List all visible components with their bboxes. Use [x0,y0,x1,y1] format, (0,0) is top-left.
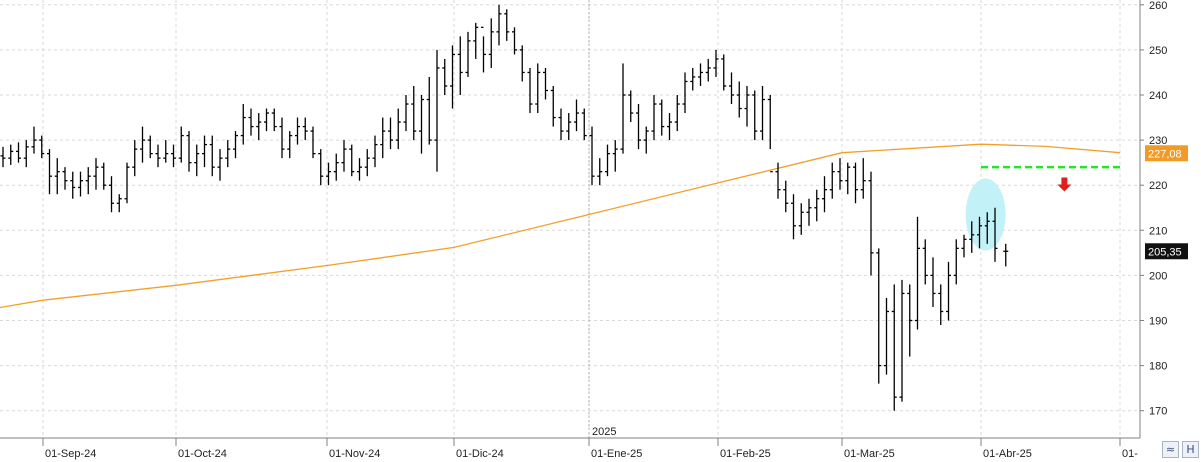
y-tick-label-220: 220 [1149,180,1167,192]
x-tick-label-4: 01-Ene-25 [591,448,642,460]
x-tick-label-5: 01-Feb-25 [720,448,771,460]
x-tick-label-1: 01-Oct-24 [178,448,227,460]
x-tick-label-8: 01- [1122,448,1138,460]
price-label-0: 227,08 [1148,148,1182,160]
y-tick-label-240: 240 [1149,90,1167,102]
y-tick-label-260: 260 [1149,0,1167,12]
y-tick-label-170: 170 [1149,406,1167,418]
x-tick-label-0: 01-Sep-24 [45,448,96,460]
y-tick-label-200: 200 [1149,270,1167,282]
x-tick-label-3: 01-Dic-24 [456,448,504,460]
annotations [981,165,1120,192]
price-label-bg-0 [1145,145,1188,162]
scale-toggle-button[interactable]: ≈ [1162,441,1179,458]
y-tick-label-250: 250 [1149,45,1167,57]
year-label: 2025 [592,426,616,438]
y-tick-label-180: 180 [1149,361,1167,373]
sma-line [0,143,1121,309]
x-tick-label-2: 01-Nov-24 [329,448,380,460]
price-label-bg-1 [1145,243,1188,260]
y-tick-label-230: 230 [1149,135,1167,147]
y-tick-label-210: 210 [1149,225,1167,237]
price-bars [0,4,1009,411]
y-tick-label-190: 190 [1149,316,1167,328]
down-arrow-icon [1057,177,1072,192]
price-label-1: 205,35 [1148,246,1182,258]
grid-lines [0,0,1140,438]
x-tick-label-6: 01-Mar-25 [844,448,895,460]
x-tick-label-7: 01-Abr-25 [983,448,1032,460]
sma-layer [0,143,1121,309]
h-button[interactable]: H [1182,441,1199,458]
